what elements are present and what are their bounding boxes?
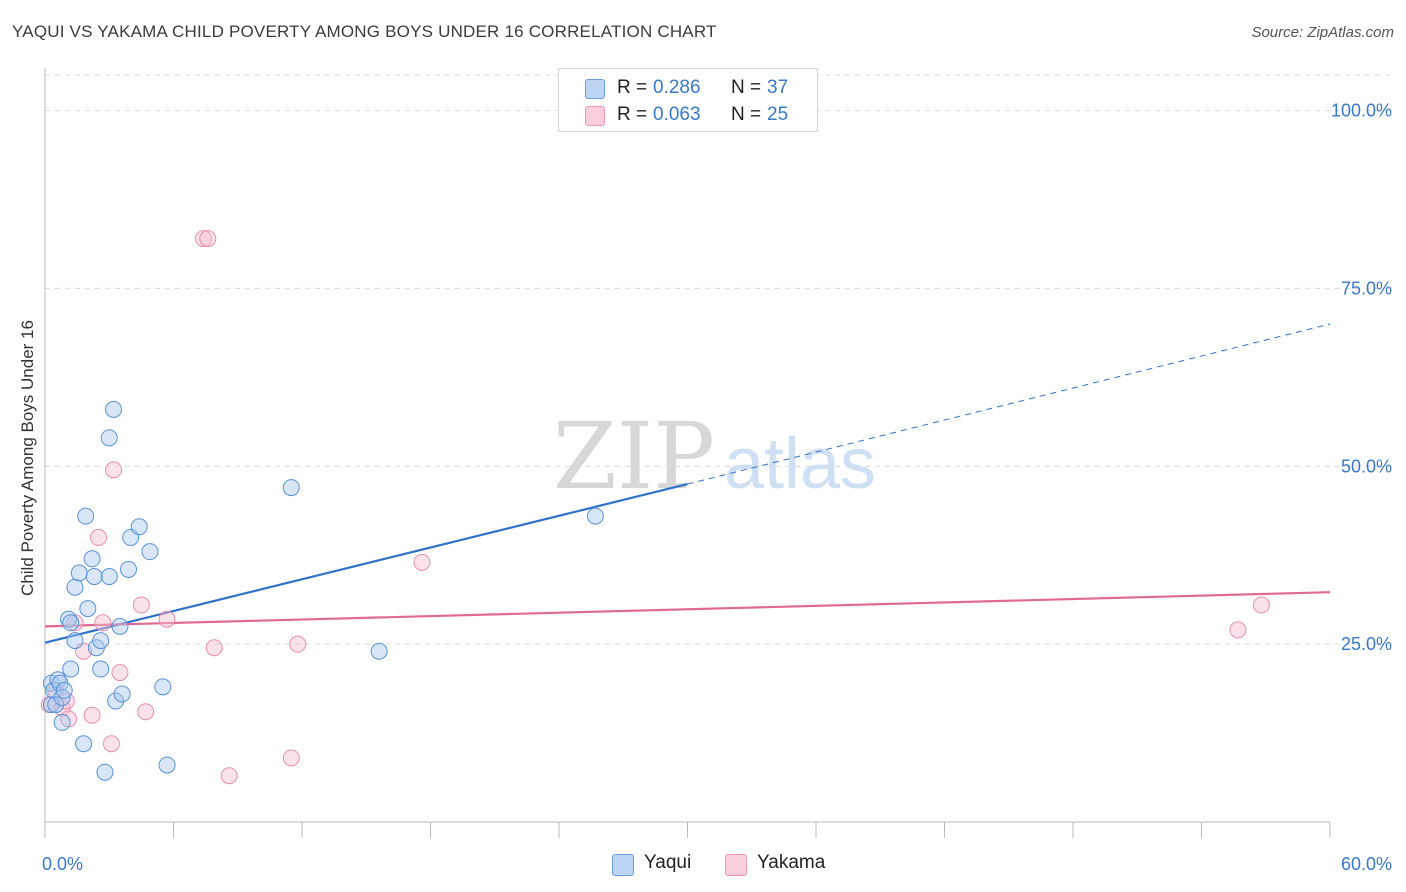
yaqui-point bbox=[111, 617, 129, 635]
yaqui-point bbox=[70, 564, 88, 582]
yaqui-point bbox=[96, 763, 114, 781]
yakama-point bbox=[282, 749, 300, 767]
yakama-legend-label: Yakama bbox=[757, 852, 826, 873]
yakama-point bbox=[289, 635, 307, 653]
yaqui-point bbox=[158, 756, 176, 774]
x-tick-label: 60.0% bbox=[1341, 854, 1392, 874]
source-credit: Source: ZipAtlas.com bbox=[1251, 24, 1394, 41]
yakama-point bbox=[220, 767, 238, 785]
yaqui-point bbox=[154, 678, 172, 696]
yaqui-point bbox=[105, 400, 123, 418]
yaqui-swatch-icon bbox=[585, 79, 605, 99]
yakama-point bbox=[413, 553, 431, 571]
yakama-point bbox=[111, 664, 129, 682]
legend-r-value: 0.063 bbox=[653, 104, 701, 125]
yakama-point bbox=[1229, 621, 1247, 639]
yakama-point bbox=[94, 614, 112, 632]
axes bbox=[44, 68, 1331, 838]
tick-labels: 25.0% 50.0% 75.0% 100.0% 0.0% 60.0% bbox=[42, 101, 1392, 874]
y-tick-label: 100.0% bbox=[1331, 101, 1392, 121]
yaqui-point bbox=[62, 614, 80, 632]
yakama-point bbox=[158, 610, 176, 628]
yakama-point bbox=[132, 596, 150, 614]
yakama-trend-line bbox=[44, 591, 1331, 628]
grid-lines bbox=[45, 74, 1392, 645]
yaqui-point bbox=[75, 735, 93, 753]
yakama-point bbox=[105, 461, 123, 479]
yaqui-point bbox=[83, 550, 101, 568]
chart-title: YAQUI VS YAKAMA CHILD POVERTY AMONG BOYS… bbox=[12, 22, 717, 41]
data-points bbox=[40, 230, 1270, 785]
yaqui-point bbox=[282, 479, 300, 497]
yaqui-point bbox=[47, 696, 65, 714]
yaqui-point bbox=[62, 660, 80, 678]
watermark-atlas: atlas bbox=[724, 424, 876, 504]
yaqui-point bbox=[586, 507, 604, 525]
legend-n-value: 37 bbox=[767, 77, 789, 98]
yaqui-point bbox=[55, 681, 73, 699]
watermark: ZIP atlas bbox=[553, 403, 876, 510]
yaqui-point bbox=[66, 578, 84, 596]
yaqui-point bbox=[85, 568, 103, 586]
yakama-point bbox=[83, 706, 101, 724]
legend-n-label: N = bbox=[731, 77, 762, 98]
yakama-point bbox=[205, 639, 223, 657]
y-tick-label: 25.0% bbox=[1341, 634, 1392, 654]
yaqui-point bbox=[130, 518, 148, 536]
yakama-point bbox=[1252, 596, 1270, 614]
yaqui-trend-line bbox=[44, 483, 688, 644]
yaqui-point bbox=[53, 689, 71, 706]
yaqui-point bbox=[77, 507, 95, 525]
yakama-point bbox=[90, 528, 108, 546]
yaqui-point bbox=[100, 568, 118, 586]
legend-r-label: R = bbox=[617, 77, 648, 98]
yaqui-point bbox=[66, 632, 84, 650]
yaqui-legend-swatch-icon bbox=[612, 854, 634, 876]
yaqui-point bbox=[100, 429, 118, 447]
yakama-point bbox=[194, 230, 212, 248]
yakama-legend-swatch-icon bbox=[725, 854, 747, 876]
yakama-point bbox=[137, 703, 155, 721]
yakama-point bbox=[199, 230, 217, 248]
yaqui-legend-label: Yaqui bbox=[644, 852, 692, 873]
yaqui-point bbox=[107, 692, 125, 710]
yaqui-point bbox=[141, 543, 159, 561]
watermark-zip: ZIP bbox=[553, 403, 715, 510]
legend-r-label: R = bbox=[617, 104, 648, 125]
x-tick-label: 0.0% bbox=[42, 854, 83, 874]
stats-legend: R = 0.286 N = 37 R = 0.063 N = 25 bbox=[558, 68, 818, 132]
trend-lines bbox=[44, 323, 1331, 644]
yaqui-point bbox=[53, 713, 71, 731]
yaqui-point bbox=[92, 632, 110, 650]
yaqui-point bbox=[113, 685, 131, 703]
yaqui-trend-extension bbox=[687, 323, 1331, 485]
legend-r-value: 0.286 bbox=[653, 77, 701, 98]
yakama-swatch-icon bbox=[585, 106, 605, 126]
yaqui-point bbox=[120, 560, 138, 578]
y-tick-label: 75.0% bbox=[1341, 278, 1392, 298]
y-tick-label: 50.0% bbox=[1341, 456, 1392, 476]
yakama-point bbox=[102, 735, 120, 753]
legend-n-label: N = bbox=[731, 104, 762, 125]
legend-n-value: 25 bbox=[767, 104, 789, 125]
yaqui-point bbox=[79, 600, 97, 618]
yaqui-point bbox=[370, 642, 388, 660]
yaqui-point bbox=[92, 660, 110, 678]
